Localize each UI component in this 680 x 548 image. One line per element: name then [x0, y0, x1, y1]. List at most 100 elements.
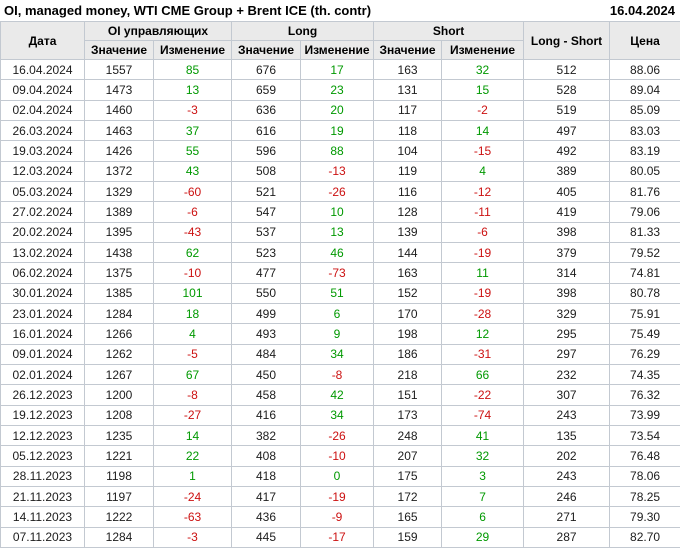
short_value-cell: 117 — [373, 99, 443, 121]
oi_value-cell: 1222 — [84, 506, 154, 528]
long_short-cell: 287 — [523, 526, 611, 548]
long_short-cell: 243 — [523, 465, 611, 487]
short_change-cell: -19 — [441, 241, 525, 264]
long_change-cell: 17 — [300, 58, 375, 81]
price-cell: 83.19 — [609, 140, 680, 162]
short_change-cell: 29 — [441, 526, 525, 548]
long_value-cell: 523 — [231, 241, 302, 264]
table-row: 02.01.2024 1267 67 450 -8 218 66 232 74.35 — [0, 363, 680, 386]
date-cell: 16.04.2024 — [0, 58, 85, 81]
oi_value-cell: 1284 — [84, 302, 154, 325]
long_change-cell: 20 — [300, 99, 375, 121]
long_value-cell: 445 — [231, 526, 302, 548]
date-cell: 09.04.2024 — [0, 79, 85, 101]
long_change-cell: -26 — [300, 424, 375, 447]
report-date: 16.04.2024 — [609, 2, 675, 18]
long_short-cell: 512 — [523, 58, 611, 81]
short_value-cell: 175 — [373, 465, 443, 487]
table-row: 16.04.2024 1557 85 676 17 163 32 512 88.06 — [0, 58, 680, 81]
short_value-cell: 186 — [373, 343, 443, 365]
price-cell: 80.05 — [609, 160, 680, 182]
date-cell: 07.11.2023 — [0, 526, 85, 548]
short_change-cell: 6 — [441, 506, 525, 528]
short_value-cell: 173 — [373, 404, 443, 426]
price-cell: 73.99 — [609, 404, 680, 426]
header-long-value: Значение — [231, 40, 302, 60]
short_value-cell: 131 — [373, 79, 443, 101]
short_value-cell: 104 — [373, 140, 443, 162]
short_change-cell: 3 — [441, 465, 525, 487]
table-row: 20.02.2024 1395 -43 537 13 139 -6 398 81.33 — [0, 221, 680, 243]
long_short-cell: 307 — [523, 384, 611, 406]
long_value-cell: 418 — [231, 465, 302, 487]
short_value-cell: 170 — [373, 302, 443, 325]
short_value-cell: 116 — [373, 180, 443, 203]
oi_change-cell: 1 — [152, 465, 233, 487]
long_short-cell: 246 — [523, 485, 611, 508]
price-cell: 78.06 — [609, 465, 680, 487]
report-title: OI, managed money, WTI CME Group + Brent… — [4, 2, 372, 18]
long_change-cell: -17 — [300, 526, 375, 548]
table-row: 09.04.2024 1473 13 659 23 131 15 528 89.04 — [0, 79, 680, 101]
long_short-cell: 419 — [523, 201, 611, 223]
oi_value-cell: 1200 — [84, 384, 154, 406]
oi_change-cell: -27 — [152, 404, 233, 426]
short_change-cell: 41 — [441, 424, 525, 447]
long_short-cell: 243 — [523, 404, 611, 426]
table-row: 21.11.2023 1197 -24 417 -19 172 7 246 78.25 — [0, 485, 680, 508]
oi_value-cell: 1266 — [84, 323, 154, 345]
title-bar: OI, managed money, WTI CME Group + Brent… — [0, 0, 680, 21]
header-long-short: Long - Short — [523, 21, 611, 60]
long_value-cell: 537 — [231, 221, 302, 243]
long_short-cell: 492 — [523, 140, 611, 162]
oi_change-cell: 37 — [152, 119, 233, 142]
long_change-cell: -19 — [300, 485, 375, 508]
oi_value-cell: 1375 — [84, 262, 154, 284]
header-short-change: Изменение — [441, 40, 525, 60]
short_change-cell: -19 — [441, 282, 525, 304]
header-oi-change: Изменение — [152, 40, 233, 60]
long_value-cell: 416 — [231, 404, 302, 426]
short_value-cell: 218 — [373, 363, 443, 386]
short_change-cell: -12 — [441, 180, 525, 203]
oi_change-cell: -24 — [152, 485, 233, 508]
header-price: Цена — [609, 21, 680, 60]
long_short-cell: 497 — [523, 119, 611, 142]
date-cell: 02.04.2024 — [0, 99, 85, 121]
table-row: 05.03.2024 1329 -60 521 -26 116 -12 405 81.76 — [0, 180, 680, 203]
long_short-cell: 528 — [523, 79, 611, 101]
long_change-cell: 51 — [300, 282, 375, 304]
long_value-cell: 499 — [231, 302, 302, 325]
oi_change-cell: 4 — [152, 323, 233, 345]
long_value-cell: 616 — [231, 119, 302, 142]
long_short-cell: 314 — [523, 262, 611, 284]
date-cell: 06.02.2024 — [0, 262, 85, 284]
long_value-cell: 436 — [231, 506, 302, 528]
header-short-value: Значение — [373, 40, 443, 60]
short_value-cell: 139 — [373, 221, 443, 243]
price-cell: 79.30 — [609, 506, 680, 528]
long_short-cell: 329 — [523, 302, 611, 325]
oi_value-cell: 1385 — [84, 282, 154, 304]
price-cell: 75.49 — [609, 323, 680, 345]
table-row: 19.12.2023 1208 -27 416 34 173 -74 243 73.99 — [0, 404, 680, 426]
price-cell: 74.81 — [609, 262, 680, 284]
oi_change-cell: -8 — [152, 384, 233, 406]
price-cell: 81.33 — [609, 221, 680, 243]
short_value-cell: 144 — [373, 241, 443, 264]
table-header: Дата OI управляющих Long Short Long - Sh… — [0, 21, 680, 60]
date-cell: 09.01.2024 — [0, 343, 85, 365]
price-cell: 83.03 — [609, 119, 680, 142]
short_change-cell: -22 — [441, 384, 525, 406]
long_short-cell: 398 — [523, 282, 611, 304]
short_change-cell: 14 — [441, 119, 525, 142]
oi_value-cell: 1221 — [84, 445, 154, 467]
price-cell: 76.29 — [609, 343, 680, 365]
date-cell: 12.03.2024 — [0, 160, 85, 182]
long_value-cell: 676 — [231, 58, 302, 81]
long_value-cell: 521 — [231, 180, 302, 203]
short_change-cell: -28 — [441, 302, 525, 325]
date-cell: 16.01.2024 — [0, 323, 85, 345]
table-row: 26.12.2023 1200 -8 458 42 151 -22 307 76.32 — [0, 384, 680, 406]
